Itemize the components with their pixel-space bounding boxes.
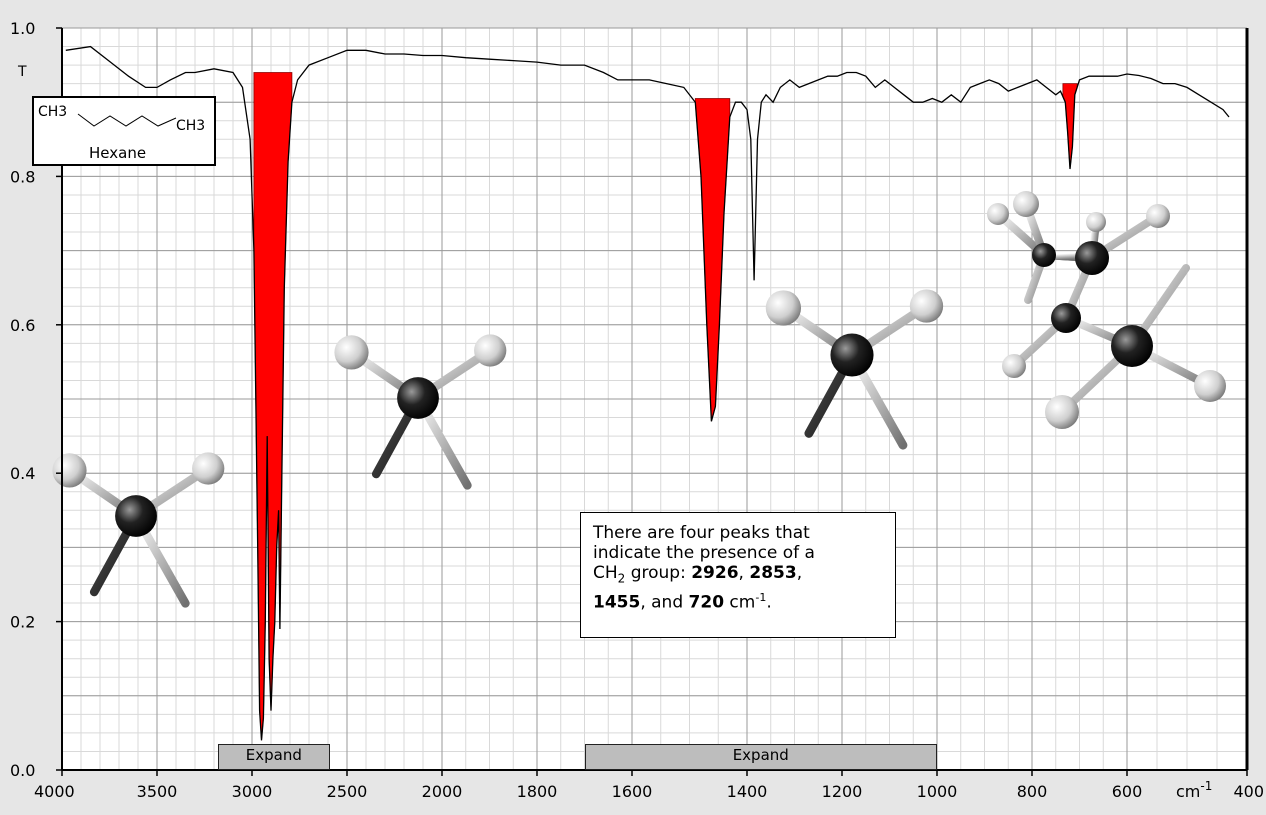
annotation-line-1: There are four peaks that xyxy=(593,523,810,543)
y-tick-label: 0.8 xyxy=(10,167,35,186)
x-tick-label: 2000 xyxy=(422,782,463,801)
annotation-box: There are four peaks that indicate the p… xyxy=(580,512,896,638)
x-tick-label: 2500 xyxy=(327,782,368,801)
annotation-sep: , xyxy=(738,563,750,583)
expand-button-ch-stretch[interactable]: Expand xyxy=(217,744,330,770)
y-tick-label: 0.2 xyxy=(10,613,35,632)
annotation-peak-2926: 2926 xyxy=(691,563,739,583)
x-tick-label: 1400 xyxy=(727,782,768,801)
y-tick-label: 0.4 xyxy=(10,464,35,483)
annotation-peak-2853: 2853 xyxy=(749,563,797,583)
y-tick-label: 0.0 xyxy=(10,761,35,780)
annotation-sep: , and xyxy=(640,593,689,614)
x-tick-label: 600 xyxy=(1112,782,1143,801)
ch2-rocking-model xyxy=(987,191,1226,429)
annotation-unit-sup: -1 xyxy=(755,591,767,605)
y-tick-label: 0.6 xyxy=(10,316,35,335)
x-tick-label: 800 xyxy=(1017,782,1048,801)
x-tick-label: 1200 xyxy=(822,782,863,801)
ch2-model-2 xyxy=(334,334,507,490)
x-tick-label: 3000 xyxy=(232,782,273,801)
x-tick-label: 3500 xyxy=(137,782,178,801)
x-tick-label: 1000 xyxy=(917,782,958,801)
x-tick-label: 1600 xyxy=(612,782,653,801)
annotation-unit: cm xyxy=(724,593,756,614)
x-tick-label: 4000 xyxy=(34,782,75,801)
hexane-skeleton-icon xyxy=(77,113,177,127)
y-axis-ticks: 0.0 0.2 0.4 0.6 0.8 1.0 xyxy=(10,19,62,780)
annotation-ch-sub: 2 xyxy=(617,571,626,586)
annotation-line-2: indicate the presence of a xyxy=(593,543,815,563)
hexane-legend: CH3 CH3 Hexane xyxy=(32,96,216,166)
annotation-end: . xyxy=(766,593,772,614)
spectrum-line xyxy=(65,45,1230,741)
y-tick-label: 1.0 xyxy=(10,19,35,38)
legend-ch3-left: CH3 xyxy=(38,104,68,120)
ch2-model-3 xyxy=(765,289,944,450)
ch2-model-1 xyxy=(52,452,225,608)
x-unit-label: cm-1 xyxy=(1176,779,1212,801)
annotation-peak-1455: 1455 xyxy=(593,593,641,614)
x-tick-label: 400 xyxy=(1233,782,1264,801)
annotation-group: group: xyxy=(625,563,692,583)
legend-ch3-right: CH3 xyxy=(176,118,206,134)
annotation-sep: , xyxy=(796,563,803,583)
x-axis-ticks: 4000 3500 3000 2500 2000 1800 1600 1400 1200 1000… xyxy=(34,770,1264,801)
expand-button-fingerprint[interactable]: Expand xyxy=(584,744,937,770)
annotation-ch: CH xyxy=(593,563,618,583)
x-tick-label: 1800 xyxy=(517,782,558,801)
molecule-models xyxy=(52,191,1226,608)
annotation-peak-720: 720 xyxy=(688,593,725,614)
legend-name: Hexane xyxy=(89,144,147,162)
y-axis-label: T xyxy=(18,64,27,80)
